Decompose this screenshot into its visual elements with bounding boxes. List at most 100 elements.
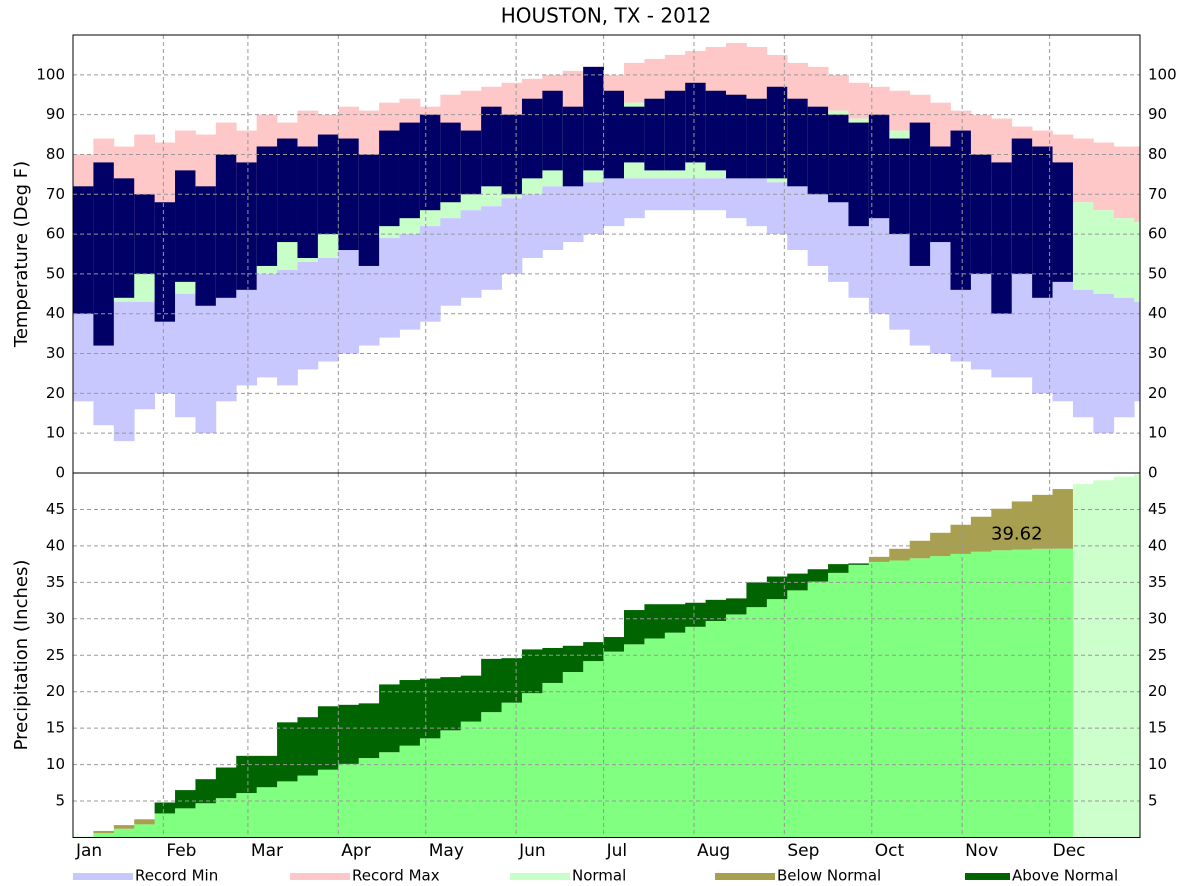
above-normal-bar [481, 658, 502, 713]
y-tick-label: 25 [1148, 646, 1167, 664]
chart-title: HOUSTON, TX - 2012 [501, 4, 712, 28]
y-tick-label: 10 [46, 755, 65, 773]
above-normal-bar [521, 649, 543, 694]
x-tick-label: Dec [1053, 841, 1086, 861]
actual-temp-bar [215, 154, 237, 298]
x-tick-label: Jan [75, 841, 102, 861]
above-normal-bar [440, 677, 462, 731]
record-min-bar [583, 182, 604, 235]
above-normal-bar [501, 658, 523, 703]
observed-precip-bar [440, 730, 462, 838]
actual-temp-bar [644, 98, 666, 171]
y-tick-label: 80 [1148, 145, 1167, 163]
actual-temp-bar [1032, 146, 1053, 298]
actual-temp-bar [236, 162, 258, 290]
record-min-bar [1011, 265, 1033, 378]
record-min-bar [1032, 273, 1053, 394]
above-normal-bar [828, 564, 849, 573]
actual-temp-bar [358, 154, 380, 266]
observed-precip-bar [562, 672, 584, 838]
below-normal-bar [889, 548, 911, 561]
actual-temp-bar [705, 90, 727, 171]
observed-precip-bar [399, 745, 421, 838]
y-tick-label: 70 [1148, 185, 1167, 203]
below-normal-bar [930, 532, 951, 557]
actual-temp-bar [970, 154, 992, 274]
actual-temp-bar [399, 122, 421, 219]
record-min-bar [705, 178, 727, 211]
below-normal-bar [113, 825, 135, 829]
record-min-bar [623, 178, 645, 219]
actual-temp-bar [277, 138, 298, 243]
actual-temp-bar [664, 90, 686, 171]
normal-precip-bar [1134, 474, 1141, 838]
actual-temp-bar [501, 114, 523, 195]
observed-precip-bar [1011, 549, 1033, 838]
observed-precip-bar [766, 599, 788, 838]
observed-precip-bar [542, 682, 564, 838]
data-label: 39.62 [991, 524, 1043, 545]
actual-temp-bar [481, 106, 502, 187]
observed-precip-bar [379, 752, 400, 838]
observed-precip-bar [256, 787, 278, 838]
above-normal-bar [236, 755, 258, 794]
above-normal-bar [460, 675, 482, 722]
record-min-bar [256, 273, 278, 378]
y-tick-label: 5 [1148, 792, 1158, 810]
y-tick-label: 10 [46, 424, 65, 442]
above-normal-bar [726, 598, 747, 615]
actual-temp-bar [991, 162, 1013, 314]
above-normal-bar [603, 637, 625, 652]
observed-precip-bar [705, 620, 727, 838]
above-normal-bar [338, 704, 360, 764]
y-tick-label: 15 [1148, 719, 1167, 737]
record-min-bar [481, 206, 502, 290]
actual-temp-bar [175, 170, 196, 282]
actual-temp-bar [460, 130, 482, 195]
record-max-bar [623, 62, 645, 103]
y-tick-label: 60 [46, 225, 65, 243]
above-normal-bar [685, 602, 707, 627]
record-min-bar [358, 246, 380, 346]
above-normal-bar [215, 767, 237, 799]
observed-precip-bar [358, 758, 380, 838]
observed-precip-bar [583, 661, 604, 838]
below-normal-bar [1011, 501, 1033, 550]
observed-precip-bar [460, 721, 482, 838]
above-normal-bar [277, 722, 298, 782]
record-max-bar [705, 46, 727, 99]
observed-precip-bar [848, 564, 870, 838]
record-max-bar [868, 86, 890, 123]
actual-temp-bar [848, 122, 870, 227]
observed-precip-bar [154, 813, 176, 838]
normal-precip-bar [1072, 483, 1094, 838]
above-normal-bar [746, 582, 768, 608]
record-min-bar [399, 234, 421, 330]
x-tick-label: Apr [341, 841, 370, 861]
record-max-bar [1093, 142, 1115, 211]
above-normal-bar [705, 599, 727, 621]
y-tick-label: 20 [1148, 384, 1167, 402]
normal-bar [1072, 202, 1094, 290]
actual-temp-bar [766, 86, 788, 179]
record-max-bar [807, 66, 829, 107]
observed-precip-bar [644, 638, 666, 838]
observed-precip-bar [419, 738, 441, 838]
observed-precip-bar [1032, 548, 1053, 838]
legend-swatch [73, 873, 133, 880]
actual-temp-bar [379, 130, 400, 227]
y-tick-label: 30 [1148, 344, 1167, 362]
above-normal-bar [195, 779, 217, 804]
record-max-bar [991, 118, 1013, 171]
y-tick-label: 40 [1148, 304, 1167, 322]
record-min-bar [175, 293, 196, 418]
record-min-bar [1134, 301, 1141, 402]
actual-temp-bar [889, 138, 911, 235]
record-min-bar [521, 194, 543, 258]
y-tick-label: 20 [46, 682, 65, 700]
record-max-bar [828, 74, 849, 111]
y-tick-label: 60 [1148, 225, 1167, 243]
observed-precip-bar [685, 626, 707, 838]
observed-precip-bar [215, 798, 237, 838]
record-min-bar [460, 210, 482, 298]
